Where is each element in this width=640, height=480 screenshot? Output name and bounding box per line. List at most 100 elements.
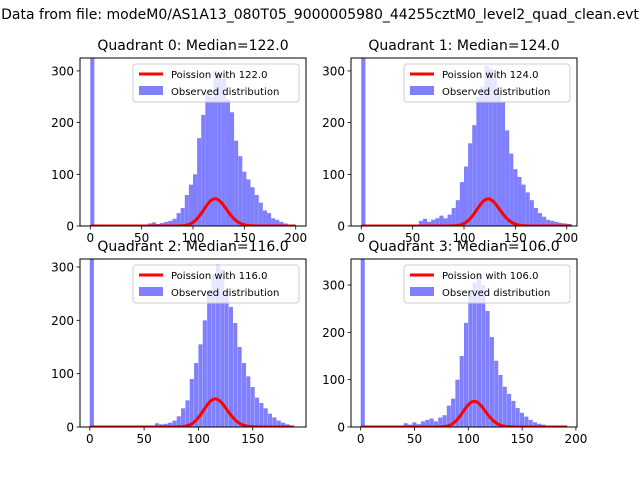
histogram-bar [446,405,451,427]
y-tick-label: 300 [322,279,345,293]
legend-label: Observed distribution [442,288,550,299]
histogram-bar [481,285,486,427]
histogram-bar [211,275,216,427]
histogram-bar [213,70,218,226]
histogram-bar [242,171,247,226]
histogram-bar [459,182,464,226]
histogram-bar [262,210,267,226]
histogram-bar [160,222,165,226]
y-tick-label: 200 [322,326,345,340]
histogram-bar [464,322,469,427]
histogram-bar [489,337,494,427]
histogram-bar [220,269,225,427]
histogram-bar [180,207,185,226]
histogram-bar [550,220,555,226]
legend-frame [132,264,300,304]
legend-frame [403,63,571,103]
histogram-bar [517,176,522,226]
histogram-bar [459,356,464,427]
panel-title: Quadrant 3: Median=106.0 [368,239,559,255]
x-tick-label: 100 [453,231,476,245]
histogram-bar [201,114,206,226]
histogram-bar [476,96,481,226]
histogram-bar [151,222,157,226]
legend-label: Observed distribution [442,87,550,98]
legend-hist-swatch [139,287,163,296]
histogram-bar [447,214,452,226]
histogram-bar [420,421,426,427]
axes-frame [350,258,578,428]
histogram-bar [254,194,259,226]
histogram-bar [202,320,207,427]
x-tick-label: 0 [86,432,94,446]
histogram-bar [455,200,460,226]
x-tick-label: 200 [564,432,587,446]
legend: Poission with 116.0 Observed distribution [132,264,300,304]
histogram-bar [246,179,251,226]
histogram-bar [525,192,530,226]
legend-label: Poission with 106.0 [442,271,538,282]
histogram-bar [259,403,264,427]
histogram-bar [502,386,507,427]
histogram-bar [225,99,230,226]
histogram-bar [234,140,239,226]
histogram-bar [215,264,220,427]
histogram-bar [185,400,190,427]
plot-area [360,58,573,226]
y-tick-label: 0 [337,421,345,435]
histogram-bar [238,156,243,226]
legend: Poission with 122.0 Observed distribution [132,63,300,103]
legend-frame [403,264,571,304]
histogram-bar [209,96,214,226]
histogram-bar [237,347,242,427]
histogram-bar [533,207,538,226]
histogram-bar [267,413,273,427]
x-tick-label: 200 [284,231,307,245]
x-tick-label: 50 [136,432,151,446]
panel-title: Quadrant 1: Median=124.0 [368,38,559,54]
histogram-bar [532,422,537,427]
histogram-bar [509,153,514,226]
y-tick-label: 200 [51,314,74,328]
histogram-bar [451,207,456,226]
histogram-bar [511,400,516,427]
chart-panel-0: 0 50 100 150 200 0 100 200 300 Quadrant 0: Median… [51,38,307,245]
histogram-bar [198,344,203,427]
histogram-bar [418,220,423,226]
histogram-bar [181,408,186,427]
histogram-bar [558,222,563,226]
histogram-bar [164,221,169,226]
histogram-bar [455,379,460,427]
histogram-bar [480,86,485,226]
x-tick-label: 50 [134,231,149,245]
histogram-bar [492,78,497,226]
histogram-bar [172,218,177,226]
histogram-bar [361,58,366,226]
histogram-bar [271,218,276,226]
x-tick-label: 100 [457,432,480,446]
histogram-bar [496,91,501,226]
histogram-bar [472,282,477,427]
x-tick-label: 150 [511,432,534,446]
plot-area [359,259,569,427]
y-tick-label: 100 [322,373,345,387]
histogram-bar [425,419,430,427]
histogram-bar [184,194,189,226]
histogram-bar [90,58,95,226]
x-tick-label: 0 [357,231,365,245]
histogram-bar [521,184,526,226]
histogram-bar [537,213,543,226]
histogram-bar [468,143,473,226]
y-tick-label: 0 [66,220,74,234]
histogram-bar [176,213,181,226]
chart-panel-2: 0 50 100 150 0 100 200 300 Quadrant 2: Median=11… [51,239,307,446]
histogram-bar [163,423,168,427]
legend: Poission with 124.0 Observed distribution [403,63,571,103]
histogram-bar [89,259,94,427]
histogram-bar [554,221,559,226]
y-tick-label: 200 [51,116,74,130]
histogram-bar [276,420,281,427]
histogram-bar [485,311,490,427]
x-tick-label: 0 [357,432,365,446]
